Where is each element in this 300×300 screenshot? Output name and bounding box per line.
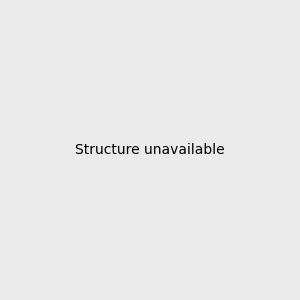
- Text: Structure unavailable: Structure unavailable: [75, 143, 225, 157]
